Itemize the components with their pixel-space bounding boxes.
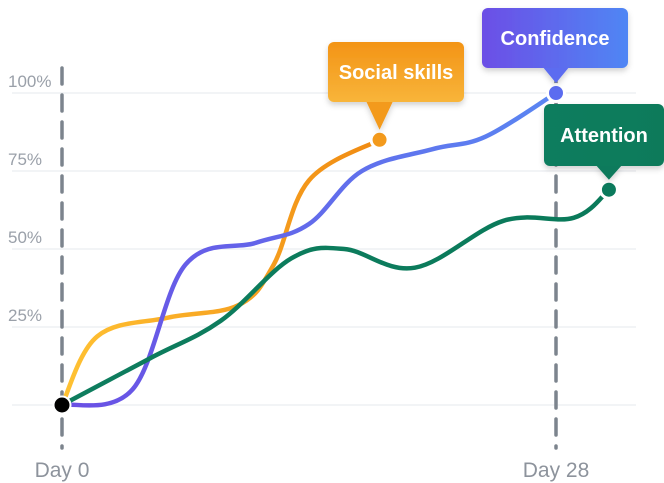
series-line-attention	[59, 187, 612, 408]
callout-attention: Attention	[544, 104, 664, 180]
callout-social-skills: Social skills	[328, 42, 464, 130]
callout-box	[328, 42, 464, 102]
end-point-social-skills	[369, 129, 390, 150]
y-axis-ticks: 25% 50% 75% 100%	[8, 72, 51, 325]
callout-box	[544, 104, 664, 166]
x-tick-label: Day 0	[35, 459, 90, 482]
x-tick-label: Day 28	[523, 459, 590, 482]
callout-confidence: Confidence	[482, 8, 628, 83]
end-point-attention	[598, 179, 619, 200]
y-tick-label: 75%	[8, 150, 42, 169]
callout-pointer	[594, 164, 623, 180]
series-line-confidence	[59, 90, 559, 408]
x-axis-markers: Day 0 Day 28	[35, 66, 590, 482]
y-tick-label: 100%	[8, 72, 51, 91]
series-callouts: Social skills Confidence Attention	[328, 8, 664, 180]
end-point-confidence	[546, 83, 566, 103]
series-label: Attention	[560, 125, 648, 147]
series-lines	[52, 83, 619, 415]
callout-pointer	[365, 100, 394, 130]
y-tick-label: 25%	[8, 306, 42, 325]
series-label: Social skills	[339, 62, 454, 84]
series-line-social-skills	[59, 137, 382, 408]
callout-pointer	[542, 66, 570, 83]
callout-box	[482, 8, 628, 68]
series-label: Confidence	[501, 28, 610, 50]
origin-point	[52, 395, 72, 415]
y-tick-label: 50%	[8, 228, 42, 247]
